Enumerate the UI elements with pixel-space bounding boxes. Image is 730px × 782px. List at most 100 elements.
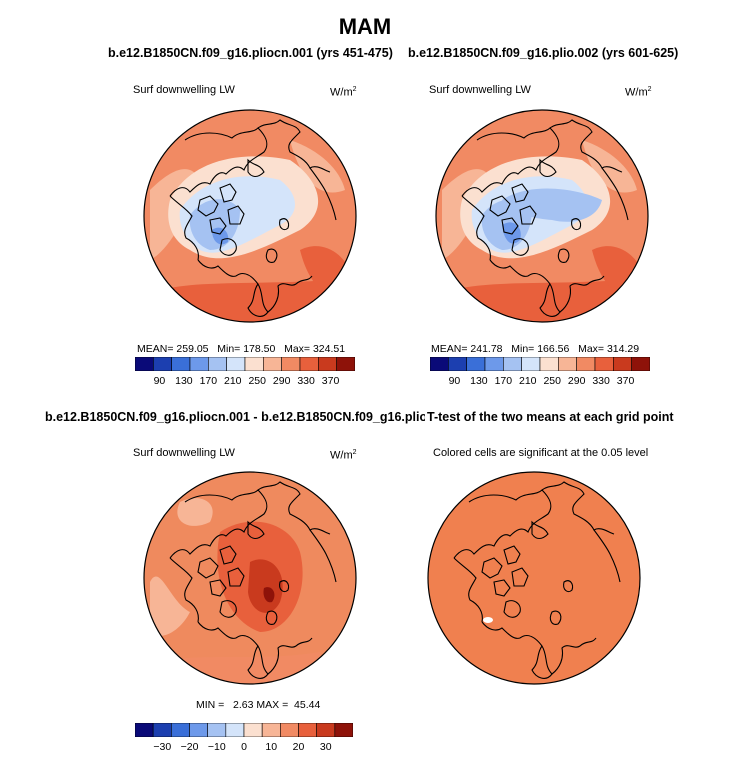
panel-4-polar-map xyxy=(427,471,641,685)
coastline xyxy=(503,545,521,565)
colorbar-tick-label: 90 xyxy=(448,375,461,387)
colorbar-tick-label: 90 xyxy=(153,375,166,387)
colorbar-tick-label: 130 xyxy=(175,375,193,387)
difference-region-max xyxy=(263,587,275,603)
colorbar-swatch xyxy=(631,357,650,371)
coastline xyxy=(169,489,268,559)
colorbar-swatch xyxy=(153,357,172,371)
coastline xyxy=(511,183,529,203)
significance-fill xyxy=(428,472,640,684)
coastline xyxy=(265,610,278,625)
coastline xyxy=(219,183,237,203)
coastline xyxy=(169,127,268,197)
map-boundary-circle xyxy=(435,109,649,323)
coastline xyxy=(481,557,503,579)
coastline xyxy=(219,545,237,565)
colorbar-swatch xyxy=(613,357,632,371)
panel-2-colorbar-ticks: 90 130 170 210 250 290 330 370 xyxy=(430,375,650,389)
coastline xyxy=(257,119,331,173)
coastline xyxy=(519,205,537,225)
panel-3-variable-label: Surf downwelling LW xyxy=(133,447,235,459)
coastline xyxy=(257,481,331,535)
map-boundary-circle xyxy=(427,471,641,685)
coastline xyxy=(501,217,519,235)
coastline xyxy=(541,481,615,535)
colorbar-swatch xyxy=(263,357,282,371)
colorbar-swatch xyxy=(316,723,336,737)
colorbar-swatch xyxy=(484,357,504,371)
coastline xyxy=(247,158,265,178)
panel-2-colorbar xyxy=(430,357,650,371)
mean-region-coldest xyxy=(212,227,229,245)
mean-region-warm-edge xyxy=(290,140,345,193)
coastline xyxy=(247,520,265,540)
coastline xyxy=(511,567,529,587)
coastline xyxy=(453,557,483,623)
colorbar-swatch xyxy=(466,357,486,371)
coastline xyxy=(197,259,237,277)
panel-1-colorbar-ticks: 90 130 170 210 250 290 330 370 xyxy=(135,375,355,389)
colorbar-swatch xyxy=(243,723,263,737)
colorbar-swatch xyxy=(334,723,353,737)
coastline xyxy=(247,645,269,679)
coastline xyxy=(481,621,521,639)
coastline xyxy=(593,529,621,583)
coastline xyxy=(197,621,237,639)
colorbar-swatch xyxy=(298,723,317,737)
panel-1-unit-label: W/m2 xyxy=(330,86,357,99)
colorbar-swatch xyxy=(261,723,281,737)
colorbar-swatch xyxy=(189,357,209,371)
difference-region-higher xyxy=(248,559,283,613)
coastline xyxy=(309,529,337,583)
panel-2-title: b.e12.B1850CN.f09_g16.plio.002 (yrs 601-… xyxy=(408,46,679,60)
colorbar-tick-label: 170 xyxy=(199,375,218,387)
colorbar-tick-label: 210 xyxy=(224,375,242,387)
panel-3-title: b.e12.B1850CN.f09_g16.pliocn.001 - b.e12… xyxy=(45,410,452,424)
colorbar-swatch xyxy=(503,357,522,371)
colorbar-tick-label: 370 xyxy=(616,375,635,387)
panel-4-title: T-test of the two means at each grid poi… xyxy=(425,410,674,424)
panel-3-unit-label: W/m2 xyxy=(330,449,357,462)
coastline xyxy=(279,218,290,231)
mean-region-cold xyxy=(502,188,602,222)
coastline xyxy=(493,579,511,597)
colorbar-swatch xyxy=(225,723,245,737)
coastline xyxy=(549,119,623,173)
difference-region-low xyxy=(150,576,190,636)
page-title: MAM xyxy=(338,14,392,39)
colorbar-tick-label: −20 xyxy=(180,741,199,753)
colorbar-swatch xyxy=(521,357,541,371)
colorbar-tick-label: 170 xyxy=(494,375,513,387)
panel-3-polar-map xyxy=(143,471,357,685)
colorbar-swatch xyxy=(318,357,337,371)
coastline xyxy=(601,167,629,221)
colorbar-swatch xyxy=(244,357,264,371)
coastline xyxy=(549,610,562,625)
coastline xyxy=(461,195,491,261)
coastline xyxy=(197,195,219,217)
map-boundary-circle xyxy=(143,109,357,323)
coastline xyxy=(571,218,582,231)
colorbar-tick-label: −10 xyxy=(207,741,226,753)
coastline xyxy=(227,567,245,587)
panel-4-significance-label: Colored cells are significant at the 0.0… xyxy=(433,447,649,459)
colorbar-tick-label: 20 xyxy=(292,741,305,753)
insignificant-cell xyxy=(483,617,493,623)
colorbar-swatch xyxy=(135,723,154,737)
panel-1-polar-map xyxy=(143,109,357,323)
coastline xyxy=(169,557,199,623)
panel-1-variable-label: Surf downwelling LW xyxy=(133,84,235,96)
colorbar-tick-label: 370 xyxy=(321,375,340,387)
coastline xyxy=(563,580,574,593)
coastline xyxy=(247,283,269,317)
colorbar-tick-label: 250 xyxy=(248,375,266,387)
coastline xyxy=(169,195,199,261)
colorbar-tick-label: 290 xyxy=(567,375,586,387)
panel-2-polar-map xyxy=(435,109,649,323)
colorbar-swatch xyxy=(594,357,614,371)
coastline xyxy=(539,158,557,178)
coastline xyxy=(197,557,219,579)
coastline xyxy=(511,238,529,256)
colorbar-swatch xyxy=(539,357,559,371)
mean-region-warm-edge xyxy=(582,140,637,193)
